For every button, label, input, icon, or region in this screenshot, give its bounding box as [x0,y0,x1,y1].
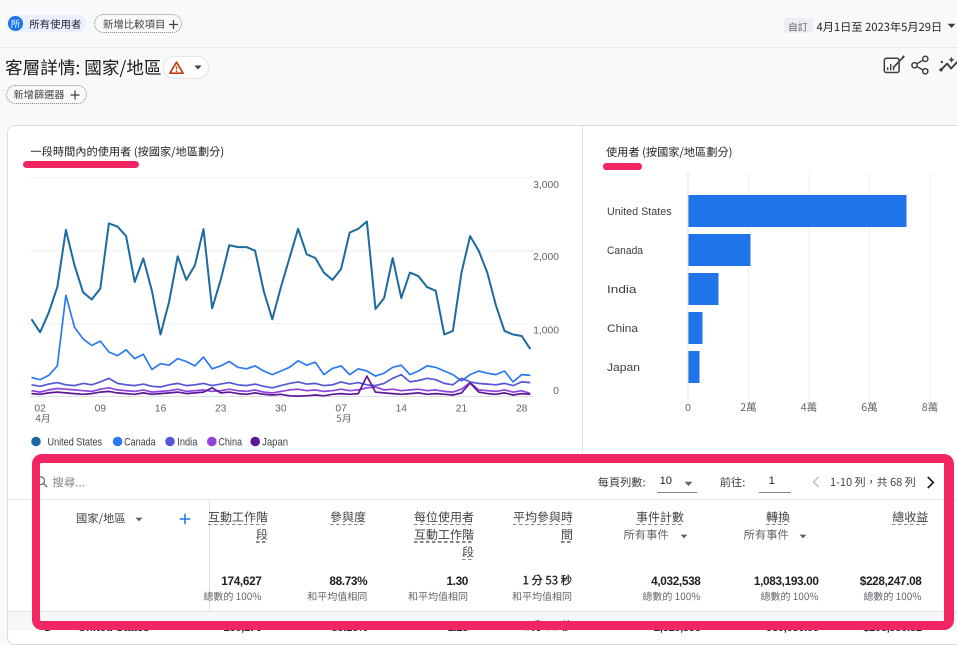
svg-text:14: 14 [396,403,408,414]
svg-text:07: 07 [335,403,347,414]
svg-text:India: India [177,437,197,449]
svg-text:United States: United States [48,437,103,449]
svg-text:21: 21 [456,403,468,414]
svg-text:United States: United States [607,206,672,218]
svg-text:1,000: 1,000 [533,325,559,336]
svg-text:0: 0 [685,403,691,414]
svg-text:Canada: Canada [607,245,644,257]
svg-text:3,000: 3,000 [533,180,559,191]
svg-text:Canada: Canada [124,437,156,449]
svg-text:China: China [607,323,639,335]
svg-text:30: 30 [275,403,287,414]
svg-text:09: 09 [95,403,107,414]
svg-text:28: 28 [516,403,528,414]
svg-text:Japan: Japan [262,437,288,449]
svg-text:23: 23 [215,403,227,414]
svg-text:India: India [607,284,637,296]
svg-text:China: China [218,437,242,449]
svg-text:Japan: Japan [607,362,640,374]
svg-text:0: 0 [553,386,559,397]
svg-text:16: 16 [155,403,167,414]
svg-text:02: 02 [34,403,46,414]
svg-text:2,000: 2,000 [533,252,559,263]
